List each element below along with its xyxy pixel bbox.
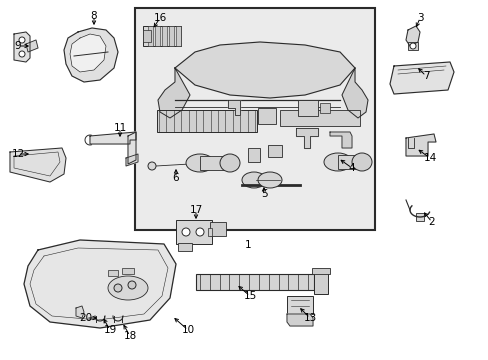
Polygon shape	[90, 132, 136, 144]
Polygon shape	[295, 128, 317, 148]
Circle shape	[19, 51, 25, 57]
Bar	[176, 26, 181, 46]
Bar	[122, 268, 134, 274]
Text: 8: 8	[90, 11, 97, 21]
Text: 14: 14	[423, 153, 436, 163]
Text: 12: 12	[11, 149, 24, 159]
Circle shape	[182, 228, 190, 236]
Bar	[311, 268, 329, 274]
Text: 11: 11	[113, 123, 126, 133]
Bar	[108, 270, 118, 276]
Polygon shape	[26, 40, 38, 52]
Bar	[142, 30, 151, 42]
Bar	[286, 296, 312, 314]
Text: 10: 10	[181, 325, 194, 335]
Bar	[407, 42, 417, 50]
Bar	[319, 103, 329, 113]
Ellipse shape	[220, 154, 240, 172]
Text: 6: 6	[172, 173, 179, 183]
Text: 19: 19	[103, 325, 116, 335]
Text: 2: 2	[428, 217, 434, 227]
Text: 13: 13	[303, 313, 316, 323]
Text: 5: 5	[260, 189, 267, 199]
Polygon shape	[227, 100, 240, 115]
Bar	[148, 26, 153, 46]
Polygon shape	[14, 32, 30, 62]
Bar	[207, 228, 212, 236]
Text: 9: 9	[15, 41, 21, 51]
Bar	[142, 26, 181, 46]
Circle shape	[114, 284, 122, 292]
Ellipse shape	[185, 154, 214, 172]
Circle shape	[148, 162, 156, 170]
Circle shape	[19, 37, 25, 43]
Bar	[209, 222, 225, 236]
Ellipse shape	[351, 153, 371, 171]
Bar	[178, 243, 192, 251]
Circle shape	[128, 281, 136, 289]
Text: 20: 20	[79, 313, 92, 323]
Text: 15: 15	[243, 291, 256, 301]
Polygon shape	[341, 68, 367, 118]
Text: 7: 7	[422, 71, 428, 81]
Ellipse shape	[324, 153, 351, 171]
Polygon shape	[158, 68, 190, 118]
Bar	[169, 26, 174, 46]
Bar	[415, 213, 423, 221]
Polygon shape	[10, 148, 66, 182]
Text: 1: 1	[244, 240, 251, 250]
Bar	[162, 26, 167, 46]
Circle shape	[409, 43, 415, 49]
Polygon shape	[175, 42, 354, 98]
Polygon shape	[70, 34, 106, 72]
Bar	[176, 220, 212, 244]
Bar	[337, 155, 361, 169]
Text: 4: 4	[348, 163, 355, 173]
Bar	[267, 145, 282, 157]
Polygon shape	[24, 240, 176, 328]
Text: 3: 3	[416, 13, 423, 23]
Bar	[200, 156, 229, 170]
Bar	[280, 110, 359, 126]
Text: 16: 16	[153, 13, 166, 23]
Polygon shape	[126, 154, 138, 166]
Polygon shape	[286, 314, 312, 326]
Bar	[196, 274, 313, 290]
Polygon shape	[128, 132, 136, 164]
Bar	[313, 270, 327, 294]
Ellipse shape	[258, 172, 282, 188]
Text: 18: 18	[123, 331, 136, 341]
Bar	[297, 100, 317, 116]
Ellipse shape	[242, 172, 265, 188]
Bar	[247, 148, 260, 162]
Bar	[135, 8, 374, 230]
Polygon shape	[405, 26, 419, 46]
Circle shape	[196, 228, 203, 236]
Polygon shape	[76, 306, 84, 318]
Polygon shape	[329, 132, 351, 148]
Polygon shape	[389, 62, 453, 94]
Bar	[155, 26, 160, 46]
Bar	[157, 110, 257, 132]
Text: 17: 17	[189, 205, 202, 215]
Polygon shape	[405, 134, 435, 156]
Bar	[258, 108, 275, 124]
Polygon shape	[64, 28, 118, 82]
Ellipse shape	[108, 276, 148, 300]
